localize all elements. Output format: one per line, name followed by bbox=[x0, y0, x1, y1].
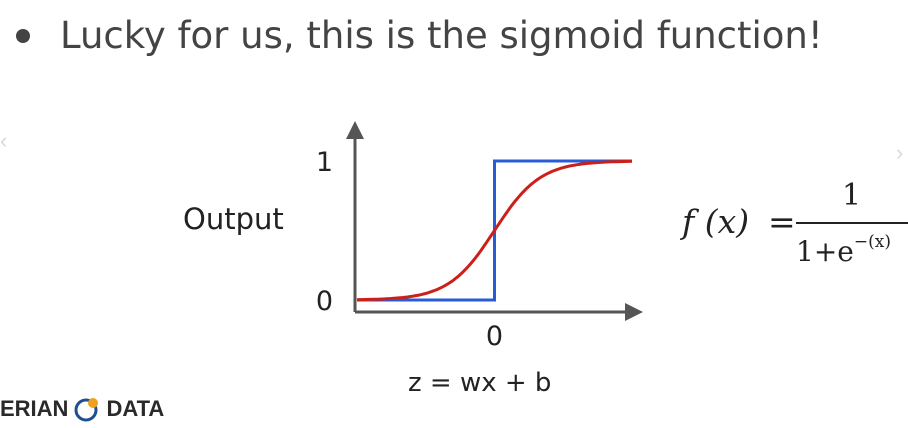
formula-denominator: 1+e−(x) bbox=[796, 232, 891, 268]
headline: Lucky for us, this is the sigmoid functi… bbox=[60, 14, 823, 57]
y-tick-label: 1 bbox=[316, 147, 333, 178]
y-tick-label: 0 bbox=[316, 286, 333, 317]
logo-text-right: DATA bbox=[106, 396, 165, 421]
y-axis-label: Output bbox=[183, 202, 284, 236]
x-axis-label: z = wx + b bbox=[408, 368, 552, 398]
series-line-sigmoid bbox=[356, 159, 633, 302]
right-edge-mark-icon: › bbox=[896, 140, 904, 165]
logo-mark-icon bbox=[74, 396, 100, 422]
logo-text-left: ERIAN bbox=[0, 396, 69, 421]
headline-row: Lucky for us, this is the sigmoid functi… bbox=[16, 14, 823, 57]
bullet-dot bbox=[16, 28, 30, 43]
formula-numerator: 1 bbox=[842, 178, 862, 213]
company-logo: ERIAN DATA bbox=[0, 396, 164, 422]
formula-lhs: f (x) bbox=[682, 202, 750, 241]
denominator-base: 1+e bbox=[796, 235, 854, 268]
left-edge-mark-icon: ‹ bbox=[0, 128, 8, 153]
formula-equals: = bbox=[768, 202, 796, 241]
fraction-bar bbox=[796, 222, 908, 224]
x-tick-label: 0 bbox=[486, 321, 503, 352]
sigmoid-chart: 0 1 0 bbox=[316, 121, 643, 352]
denominator-exponent: −(x) bbox=[853, 232, 891, 252]
